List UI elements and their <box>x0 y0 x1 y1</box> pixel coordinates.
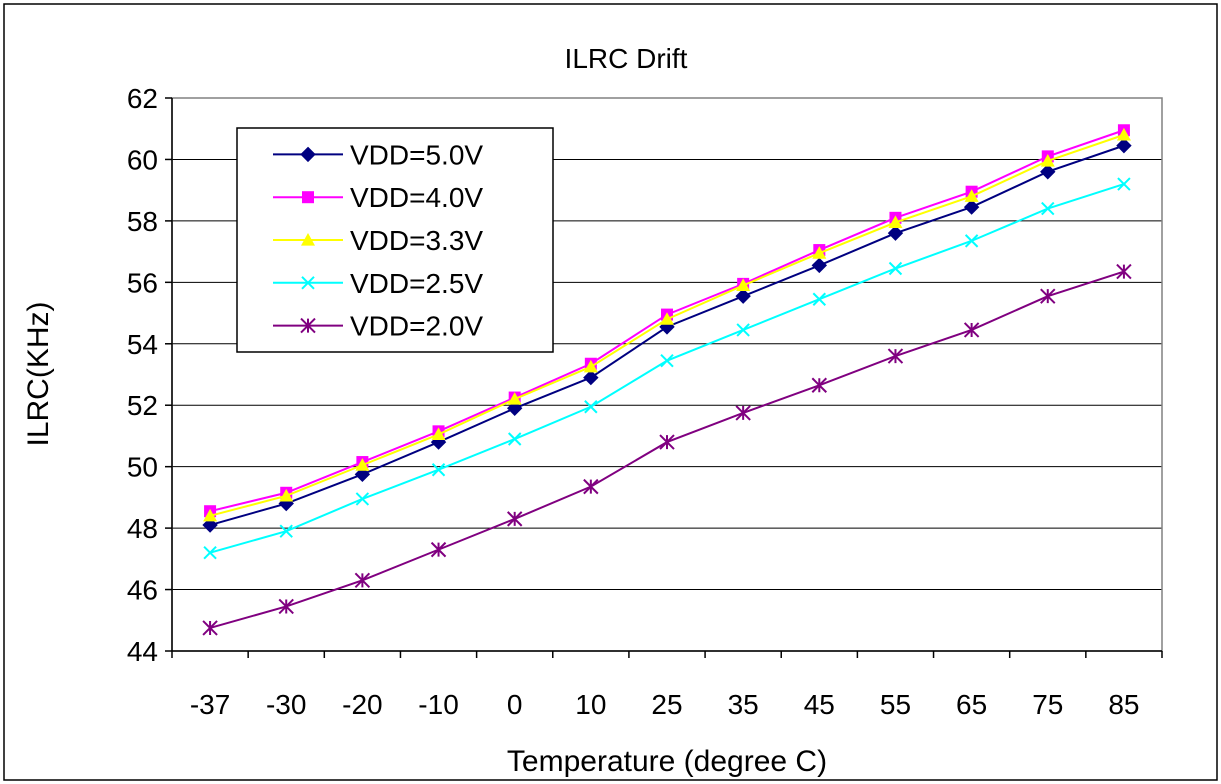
data-point <box>279 488 294 502</box>
series-5 <box>202 263 1132 636</box>
x-tick-label: 35 <box>728 689 759 720</box>
legend-label: VDD=2.5V <box>350 268 483 299</box>
data-point <box>1116 137 1132 154</box>
legend-marker <box>301 276 315 290</box>
legend-item: VDD=2.0V <box>273 311 483 342</box>
data-point <box>963 322 980 338</box>
legend-label: VDD=2.0V <box>350 311 483 342</box>
data-point <box>354 572 371 589</box>
legend-marker <box>301 233 315 246</box>
y-tick-label: 60 <box>127 144 158 175</box>
legend-marker <box>300 146 316 163</box>
data-point <box>1040 288 1056 304</box>
legend-item: VDD=4.0V <box>273 182 483 213</box>
series-4 <box>203 177 1131 560</box>
data-point <box>507 432 522 446</box>
data-point <box>811 257 828 274</box>
legend-box <box>236 127 554 353</box>
data-point <box>1040 164 1056 180</box>
data-point <box>507 392 522 405</box>
data-point <box>735 288 751 304</box>
data-point <box>1116 127 1131 141</box>
legend-label: VDD=5.0V <box>350 139 483 170</box>
data-point <box>735 405 751 421</box>
legend-item: VDD=5.0V <box>273 139 483 170</box>
x-tick-label: 55 <box>880 689 911 720</box>
data-point <box>812 246 827 259</box>
x-tick-label: 75 <box>1032 689 1063 720</box>
series-3 <box>203 127 1131 522</box>
data-point <box>964 189 979 202</box>
legend: VDD=5.0V VDD=4.0V VDD=3.3V VDD=2.5V VDD=2.0V <box>236 127 554 353</box>
chart-area-border <box>3 3 1218 781</box>
data-point <box>1040 153 1055 167</box>
data-point <box>811 377 828 393</box>
data-point <box>888 261 903 276</box>
y-tick-label: 58 <box>127 206 158 237</box>
data-point <box>736 323 750 337</box>
x-tick-label: -30 <box>266 689 306 720</box>
data-point <box>430 541 447 558</box>
data-point <box>888 215 903 229</box>
data-point <box>887 225 904 241</box>
y-tick-label: 62 <box>127 83 158 114</box>
series-1 <box>202 137 1132 533</box>
data-point <box>583 369 599 386</box>
data-point <box>1041 201 1055 216</box>
legend-item: VDD=3.3V <box>273 225 483 256</box>
data-point <box>202 620 218 636</box>
data-point <box>506 400 523 417</box>
data-point <box>506 511 523 527</box>
data-point <box>583 359 598 373</box>
data-point <box>279 524 293 538</box>
data-point <box>203 545 217 560</box>
data-point <box>203 508 218 522</box>
data-point <box>278 598 294 615</box>
data-point <box>963 199 980 215</box>
data-point <box>431 427 446 441</box>
data-point <box>1116 263 1132 280</box>
data-point <box>355 458 370 471</box>
y-axis-title: ILRC(KHz) <box>22 301 55 446</box>
data-point <box>431 463 446 477</box>
x-tick-label: -37 <box>190 689 230 720</box>
y-tick-label: 46 <box>127 575 158 606</box>
data-point <box>355 492 370 506</box>
legend-label: VDD=3.3V <box>350 225 483 256</box>
data-point <box>354 466 371 483</box>
y-tick-label: 50 <box>127 452 158 483</box>
x-tick-label: 0 <box>507 689 523 720</box>
legend-marker <box>302 191 314 204</box>
legend-item: VDD=2.5V <box>273 268 483 299</box>
chart-title: ILRC Drift <box>565 43 688 74</box>
data-point <box>964 234 979 248</box>
data-point <box>583 478 599 495</box>
y-tick-label: 48 <box>127 513 158 544</box>
x-tick-label: 65 <box>956 689 987 720</box>
x-tick-label: -20 <box>342 689 382 720</box>
y-tick-label: 44 <box>127 636 158 667</box>
x-axis-title: Temperature (degree C) <box>507 745 827 778</box>
x-tick-label: 25 <box>651 689 682 720</box>
data-point <box>736 278 751 292</box>
data-point <box>887 348 904 364</box>
data-point <box>812 292 827 306</box>
x-tick-label: 10 <box>575 689 606 720</box>
legend-label: VDD=4.0V <box>350 182 483 213</box>
data-point <box>584 400 598 414</box>
data-point <box>659 434 675 450</box>
legend-marker <box>300 317 316 334</box>
data-point <box>202 517 218 533</box>
data-point <box>1117 177 1131 191</box>
y-tick-label: 54 <box>127 329 158 360</box>
data-point <box>660 353 674 368</box>
data-point <box>660 312 674 325</box>
x-tick-label: 45 <box>804 689 835 720</box>
y-tick-label: 56 <box>127 267 158 298</box>
x-tick-label: 85 <box>1108 689 1139 720</box>
x-tick-label: -10 <box>418 689 458 720</box>
y-tick-label: 52 <box>127 390 158 421</box>
